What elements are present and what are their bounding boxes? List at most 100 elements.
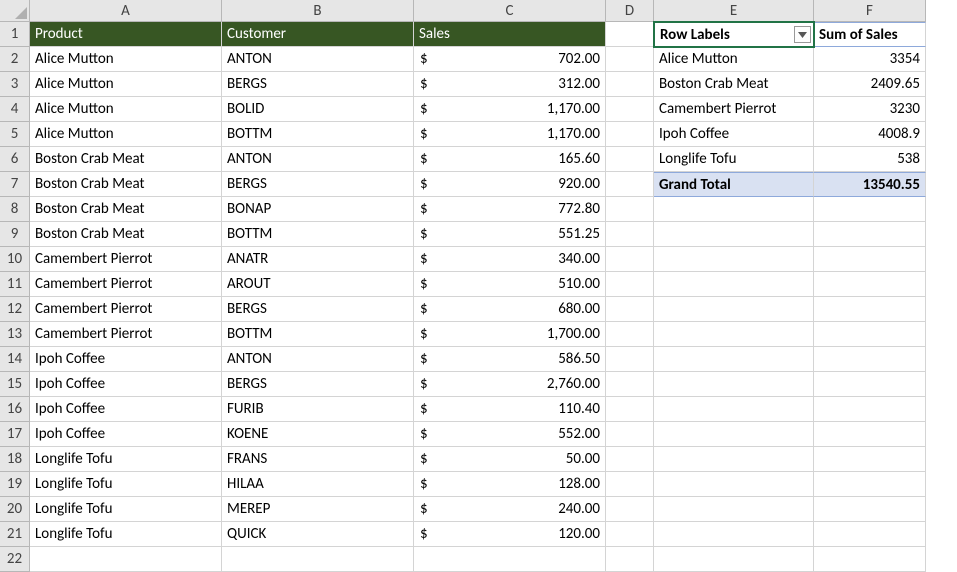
cell-product[interactable]: Alice Mutton bbox=[30, 47, 222, 72]
empty-cell[interactable] bbox=[606, 247, 654, 272]
pivot-filter-dropdown[interactable] bbox=[794, 26, 811, 43]
empty-cell[interactable] bbox=[606, 147, 654, 172]
cell-product[interactable]: Longlife Tofu bbox=[30, 497, 222, 522]
empty-cell[interactable] bbox=[654, 522, 814, 547]
cell-sales[interactable]: $312.00 bbox=[414, 72, 606, 97]
pivot-row-labels-header[interactable]: Row Labels bbox=[654, 22, 814, 47]
cell-sales[interactable]: $586.50 bbox=[414, 347, 606, 372]
cell-customer[interactable]: ANATR bbox=[222, 247, 414, 272]
empty-cell[interactable] bbox=[654, 297, 814, 322]
cell-customer[interactable]: HILAA bbox=[222, 472, 414, 497]
empty-cell[interactable] bbox=[606, 97, 654, 122]
cell-sales[interactable]: $165.60 bbox=[414, 147, 606, 172]
cell-sales[interactable]: $1,700.00 bbox=[414, 322, 606, 347]
empty-cell[interactable] bbox=[654, 447, 814, 472]
cell-sales[interactable]: $128.00 bbox=[414, 472, 606, 497]
row-header-1[interactable]: 1 bbox=[0, 22, 30, 47]
empty-cell[interactable] bbox=[654, 247, 814, 272]
empty-cell[interactable] bbox=[606, 372, 654, 397]
cell-product[interactable]: Longlife Tofu bbox=[30, 522, 222, 547]
cell-sales[interactable]: $340.00 bbox=[414, 247, 606, 272]
cell-customer[interactable]: MEREP bbox=[222, 497, 414, 522]
empty-cell[interactable] bbox=[606, 472, 654, 497]
cell-product[interactable]: Alice Mutton bbox=[30, 122, 222, 147]
row-header-17[interactable]: 17 bbox=[0, 422, 30, 447]
row-header-7[interactable]: 7 bbox=[0, 172, 30, 197]
row-header-21[interactable]: 21 bbox=[0, 522, 30, 547]
empty-cell[interactable] bbox=[654, 222, 814, 247]
cell-customer[interactable]: ANTON bbox=[222, 47, 414, 72]
cell-product[interactable]: Longlife Tofu bbox=[30, 447, 222, 472]
empty-cell[interactable] bbox=[814, 297, 926, 322]
cell-sales[interactable]: $50.00 bbox=[414, 447, 606, 472]
empty-cell[interactable] bbox=[606, 447, 654, 472]
row-header-9[interactable]: 9 bbox=[0, 222, 30, 247]
empty-cell[interactable] bbox=[606, 347, 654, 372]
empty-cell[interactable] bbox=[814, 247, 926, 272]
cell-customer[interactable]: BOTTM bbox=[222, 222, 414, 247]
empty-cell[interactable] bbox=[814, 422, 926, 447]
empty-cell[interactable] bbox=[606, 322, 654, 347]
column-header-B[interactable]: B bbox=[222, 0, 414, 22]
empty-cell[interactable] bbox=[814, 347, 926, 372]
cell-product[interactable]: Camembert Pierrot bbox=[30, 322, 222, 347]
empty-cell[interactable] bbox=[606, 522, 654, 547]
pivot-row-value[interactable]: 3354 bbox=[814, 47, 926, 72]
pivot-row-value[interactable]: 2409.65 bbox=[814, 72, 926, 97]
cell-product[interactable]: Boston Crab Meat bbox=[30, 147, 222, 172]
row-header-11[interactable]: 11 bbox=[0, 272, 30, 297]
cell-product[interactable]: Boston Crab Meat bbox=[30, 222, 222, 247]
empty-cell[interactable] bbox=[654, 422, 814, 447]
row-header-16[interactable]: 16 bbox=[0, 397, 30, 422]
cell-customer[interactable]: BOTTM bbox=[222, 122, 414, 147]
cell-sales[interactable]: $772.80 bbox=[414, 197, 606, 222]
cell-product[interactable]: Camembert Pierrot bbox=[30, 272, 222, 297]
empty-cell[interactable] bbox=[814, 472, 926, 497]
empty-cell[interactable] bbox=[814, 397, 926, 422]
cell-sales[interactable]: $2,760.00 bbox=[414, 372, 606, 397]
empty-cell[interactable] bbox=[606, 197, 654, 222]
empty-cell[interactable] bbox=[814, 497, 926, 522]
cell-product[interactable]: Alice Mutton bbox=[30, 72, 222, 97]
row-header-5[interactable]: 5 bbox=[0, 122, 30, 147]
cell-product[interactable]: Camembert Pierrot bbox=[30, 297, 222, 322]
row-header-6[interactable]: 6 bbox=[0, 147, 30, 172]
row-header-12[interactable]: 12 bbox=[0, 297, 30, 322]
row-header-3[interactable]: 3 bbox=[0, 72, 30, 97]
cell-sales[interactable]: $920.00 bbox=[414, 172, 606, 197]
pivot-row-label[interactable]: Ipoh Coffee bbox=[654, 122, 814, 147]
pivot-row-label[interactable]: Boston Crab Meat bbox=[654, 72, 814, 97]
empty-cell[interactable] bbox=[606, 297, 654, 322]
pivot-sum-header[interactable]: Sum of Sales bbox=[814, 22, 926, 47]
row-header-18[interactable]: 18 bbox=[0, 447, 30, 472]
cell-customer[interactable]: BERGS bbox=[222, 72, 414, 97]
row-header-4[interactable]: 4 bbox=[0, 97, 30, 122]
empty-cell[interactable] bbox=[606, 47, 654, 72]
pivot-grand-total-value[interactable]: 13540.55 bbox=[814, 172, 926, 197]
cell-product[interactable]: Boston Crab Meat bbox=[30, 197, 222, 222]
empty-cell[interactable] bbox=[606, 72, 654, 97]
cell-product[interactable]: Longlife Tofu bbox=[30, 472, 222, 497]
cell-customer[interactable]: QUICK bbox=[222, 522, 414, 547]
cell-product[interactable]: Camembert Pierrot bbox=[30, 247, 222, 272]
row-header-2[interactable]: 2 bbox=[0, 47, 30, 72]
cell-customer[interactable]: ANTON bbox=[222, 347, 414, 372]
row-header-13[interactable]: 13 bbox=[0, 322, 30, 347]
cell-product[interactable]: Ipoh Coffee bbox=[30, 397, 222, 422]
cell-product[interactable]: Ipoh Coffee bbox=[30, 347, 222, 372]
row-header-10[interactable]: 10 bbox=[0, 247, 30, 272]
empty-cell[interactable] bbox=[654, 347, 814, 372]
header-sales[interactable]: Sales bbox=[414, 22, 606, 47]
empty-cell[interactable] bbox=[654, 372, 814, 397]
empty-cell[interactable] bbox=[606, 497, 654, 522]
cell-sales[interactable]: $240.00 bbox=[414, 497, 606, 522]
empty-cell[interactable] bbox=[606, 122, 654, 147]
cell-customer[interactable]: ANTON bbox=[222, 147, 414, 172]
empty-cell[interactable] bbox=[606, 397, 654, 422]
cell-product[interactable]: Ipoh Coffee bbox=[30, 372, 222, 397]
pivot-row-value[interactable]: 538 bbox=[814, 147, 926, 172]
pivot-row-value[interactable]: 4008.9 bbox=[814, 122, 926, 147]
empty-cell[interactable] bbox=[814, 272, 926, 297]
cell-customer[interactable]: FURIB bbox=[222, 397, 414, 422]
pivot-row-value[interactable]: 3230 bbox=[814, 97, 926, 122]
